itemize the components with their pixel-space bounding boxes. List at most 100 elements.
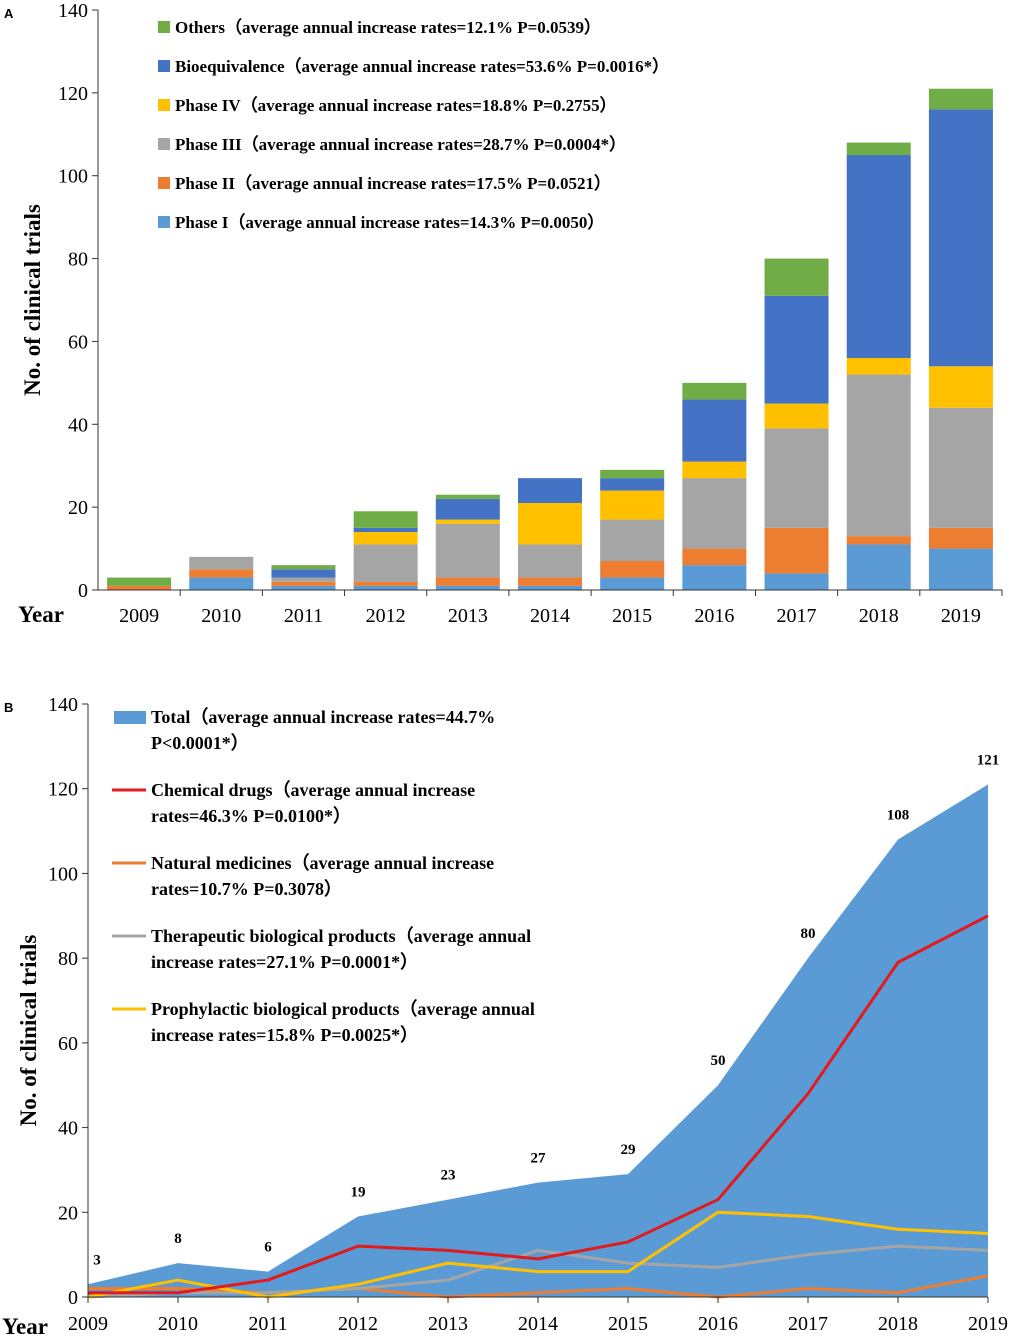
panel-b-x-tick-label: 2015 [608, 1313, 648, 1335]
bar-segment-phase-ii-2009 [107, 585, 172, 590]
panel-b-ylabel: No. of clinical trials [16, 935, 41, 1127]
bar-segment-phase-iii-2013 [435, 523, 500, 578]
total-data-label: 80 [801, 926, 816, 942]
total-data-label: 27 [531, 1151, 547, 1167]
bar-segment-phase-ii-2018 [846, 536, 911, 545]
panel-b: B 0 20 40 60 80 100 120 140 2009 2010 2011 2012 2013… [2, 694, 1008, 1339]
line-chemical-drugs [88, 914, 989, 1295]
bar-segment-phase-ii-2014 [518, 577, 582, 586]
bar-segment-phase-i-2018 [846, 544, 911, 590]
legend-swatch-total [114, 711, 146, 724]
legend-swatch-others [158, 21, 170, 33]
legend-label-phase-iv: Phase IV（average annual increase rates=1… [175, 95, 617, 115]
panel-b-x-tick-label: 2009 [68, 1313, 108, 1335]
panel-b-y-tick-label: 60 [58, 1033, 78, 1055]
panel-b-x-tick-label: 2011 [248, 1313, 287, 1335]
bar-segment-others-2012 [353, 511, 418, 528]
panel-a-x-tick-label: 2009 [119, 605, 159, 627]
bar-segment-bioequivalence-2014 [518, 478, 582, 503]
bar-segment-others-2009 [107, 577, 172, 586]
bar-segment-phase-iv-2013 [435, 519, 500, 524]
legend-swatch-phase-ii [158, 177, 170, 189]
bar-segment-others-2017 [764, 258, 829, 296]
legend-swatch-phase-iii [158, 138, 170, 150]
panel-b-y-tick-label: 40 [58, 1118, 78, 1140]
bar-segment-phase-iii-2015 [600, 519, 665, 561]
panel-b-y-tick-label: 120 [48, 779, 78, 801]
panel-b-label: B [4, 700, 13, 715]
bar-segment-phase-iv-2017 [764, 403, 829, 429]
panel-a-y-tick-label: 120 [58, 83, 88, 105]
legend-label-prophylactic-biological-products: Prophylactic biological products（average… [151, 999, 535, 1019]
panel-a-x-tick-label: 2013 [448, 605, 488, 627]
legend-label-total: P<0.0001*） [151, 733, 249, 753]
bar-segment-phase-iv-2016 [682, 461, 747, 479]
total-data-label: 29 [621, 1142, 636, 1158]
panel-b-x-tick-label: 2010 [158, 1313, 198, 1335]
bar-segment-phase-i-2013 [435, 585, 500, 590]
legend-label-phase-i: Phase I（average annual increase rates=14… [175, 212, 604, 232]
total-area [88, 784, 988, 1297]
panel-a-xlabel: Year [18, 602, 64, 627]
total-data-label: 19 [351, 1185, 366, 1201]
bar-segment-phase-iii-2010 [189, 556, 254, 570]
bar-segment-others-2016 [682, 382, 747, 400]
bar-segment-others-2018 [846, 142, 911, 155]
bar-segment-phase-ii-2017 [764, 527, 829, 574]
bar-segment-phase-iii-2012 [353, 544, 418, 582]
legend-label-therapeutic-biological-products: Therapeutic biological products（average … [151, 926, 531, 946]
bar-segment-phase-iv-2014 [518, 503, 582, 545]
bar-segment-phase-ii-2015 [600, 561, 665, 578]
total-data-label: 50 [711, 1053, 726, 1069]
panel-a-y-tick-label: 0 [78, 580, 88, 602]
legend-label-others: Others（average annual increase rates=12.… [175, 17, 601, 37]
bar-segment-phase-iii-2018 [846, 374, 911, 537]
panel-b-y-tick-label: 140 [48, 694, 78, 716]
line-prophylactic-biological-products [87, 1210, 989, 1299]
bar-segment-phase-i-2015 [600, 577, 665, 590]
bar-segment-phase-i-2016 [682, 565, 747, 590]
bar-segment-phase-i-2014 [518, 585, 582, 590]
panel-b-x-tick-label: 2017 [788, 1313, 828, 1335]
legend-swatch-phase-i [158, 216, 170, 228]
bar-segment-phase-i-2017 [764, 573, 829, 590]
legend-label-phase-ii: Phase II（average annual increase rates=1… [175, 173, 611, 193]
bar-segment-phase-ii-2019 [928, 527, 993, 549]
panel-a-x-tick-label: 2012 [366, 605, 406, 627]
bar-segment-phase-iv-2015 [600, 490, 665, 520]
panel-a-x-tick-label: 2014 [530, 605, 570, 627]
bar-segment-bioequivalence-2016 [682, 399, 747, 462]
legend-label-bioequivalence: Bioequivalence（average annual increase r… [175, 56, 669, 76]
bar-segment-phase-ii-2011 [271, 581, 336, 586]
panel-a-ylabel: No. of clinical trials [20, 204, 45, 396]
legend-label-natural-medicines: Natural medicines（average annual increas… [151, 853, 494, 873]
panel-b-y-tick-label: 100 [48, 863, 78, 885]
panel-a-y-tick-label: 140 [58, 0, 88, 22]
bar-segment-phase-iii-2016 [682, 478, 747, 549]
bar-segment-bioequivalence-2018 [846, 155, 911, 358]
legend-swatch-phase-iv [158, 99, 170, 111]
panel-b-xlabel: Year [2, 1314, 48, 1339]
panel-a-x-tick-label: 2018 [859, 605, 899, 627]
total-data-label: 6 [264, 1240, 272, 1256]
panel-b-x-tick-label: 2014 [518, 1313, 558, 1335]
panel-a-x-tick-label: 2019 [941, 605, 981, 627]
panel-a-x-tick-label: 2011 [284, 605, 323, 627]
bar-segment-phase-iii-2019 [928, 407, 993, 528]
legend-label-chemical-drugs: Chemical drugs（average annual increase [151, 780, 475, 800]
panel-a: A 0 20 40 60 80 100 120 140 2009 2010 2011 2012 2013… [4, 0, 1003, 627]
total-data-label: 108 [887, 808, 910, 824]
bar-segment-others-2015 [600, 469, 665, 479]
bar-segment-others-2019 [928, 88, 993, 110]
total-data-label: 8 [174, 1231, 182, 1247]
panel-a-x-tick-label: 2010 [201, 605, 241, 627]
legend-label-total: Total（average annual increase rates=44.7… [151, 707, 495, 727]
total-data-label: 23 [441, 1168, 456, 1184]
bar-segment-phase-iv-2019 [928, 366, 993, 408]
panel-a-y-tick-label: 40 [68, 414, 88, 436]
bar-segment-phase-ii-2016 [682, 548, 747, 566]
bar-segment-phase-i-2019 [928, 548, 993, 590]
panel-b-y-tick-label: 80 [58, 948, 78, 970]
bar-segment-others-2013 [435, 494, 500, 499]
